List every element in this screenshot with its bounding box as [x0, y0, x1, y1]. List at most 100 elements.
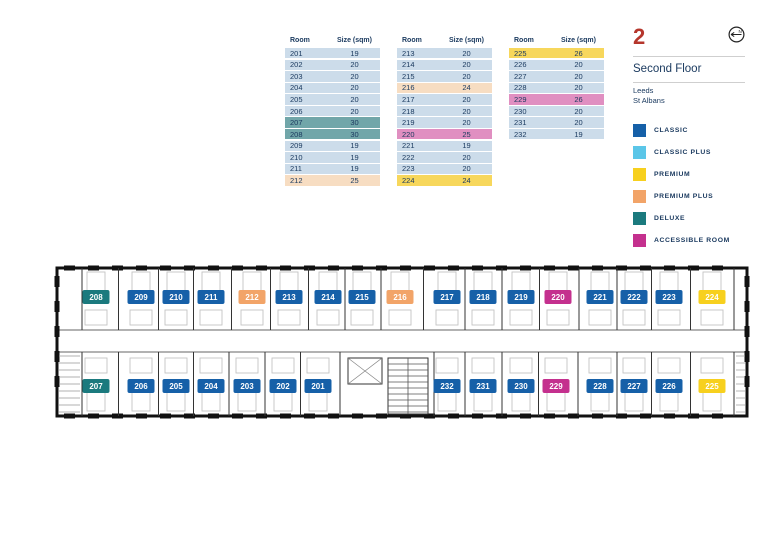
- legend-swatch: [633, 168, 646, 181]
- room-badge-number: 231: [476, 382, 490, 391]
- room-number-cell: 231: [514, 118, 527, 128]
- elevator: [347, 357, 383, 385]
- table-row: 231 20: [509, 117, 604, 128]
- room-badge-number: 228: [593, 382, 607, 391]
- room-size-cell: 19: [350, 164, 359, 174]
- room-number-cell: 206: [290, 106, 303, 116]
- room-badge: 210: [162, 290, 190, 304]
- table-row: 208 30: [285, 129, 380, 140]
- room-badge-number: 210: [169, 293, 183, 302]
- room-badge-number: 205: [169, 382, 183, 391]
- col-header-room: Room: [290, 36, 310, 44]
- table-header-row: Room Size (sqm): [509, 34, 604, 46]
- table-row: 213 20: [397, 48, 492, 59]
- room-badge: 222: [620, 290, 648, 304]
- legend-label: DELUXE: [654, 215, 686, 222]
- room-size-cell: 25: [462, 129, 471, 139]
- room-number-cell: 211: [290, 164, 302, 174]
- room-size-cell: 20: [462, 164, 471, 174]
- room-number-cell: 202: [290, 60, 303, 70]
- room-number-cell: 207: [290, 118, 303, 128]
- table-row: 202 20: [285, 59, 380, 70]
- divider: [633, 82, 745, 83]
- legend-swatch: [633, 212, 646, 225]
- room-size-cell: 19: [350, 141, 359, 151]
- room-number-cell: 218: [402, 106, 415, 116]
- room-size-cell: 20: [574, 106, 583, 116]
- room-size-cell: 20: [574, 71, 583, 81]
- room-size-cell: 20: [462, 106, 471, 116]
- table-row: 222 20: [397, 152, 492, 163]
- table-row: 229 26: [509, 94, 604, 105]
- room-number-cell: 208: [290, 129, 303, 139]
- table-row: 230 20: [509, 105, 604, 117]
- svg-text:N: N: [739, 29, 742, 34]
- room-size-cell: 26: [574, 95, 583, 104]
- table-header-row: Room Size (sqm): [397, 34, 492, 46]
- room-badge-number: 202: [276, 382, 290, 391]
- room-badge: 207: [82, 379, 110, 393]
- room-size-table: Room Size (sqm) 201 19 202 20 203 20 204 20 205 20 2…: [285, 34, 380, 187]
- room-number-cell: 221: [402, 141, 415, 151]
- table-row: 209 19: [285, 140, 380, 152]
- room-size-cell: 20: [462, 71, 471, 81]
- room-number-cell: 232: [514, 129, 527, 139]
- room-badge: 216: [386, 290, 414, 304]
- table-row: 220 25: [397, 129, 492, 140]
- room-number-cell: 225: [514, 48, 527, 58]
- room-badge: 232: [433, 379, 461, 393]
- legend-swatch: [633, 234, 646, 247]
- room-badge: 209: [127, 290, 155, 304]
- room-badge: 202: [269, 379, 297, 393]
- table-row: 204 20: [285, 82, 380, 94]
- room-badge-number: 212: [245, 293, 259, 302]
- room-badge-number: 213: [282, 293, 296, 302]
- room-size-table: Room Size (sqm) 213 20 214 20 215 20 216 24 217 20 2…: [397, 34, 492, 187]
- room-badge: 217: [433, 290, 461, 304]
- compass-icon: N: [728, 26, 745, 43]
- room-walls: [81, 268, 735, 416]
- room-badge-number: 201: [311, 382, 325, 391]
- floor-header: 2 N: [633, 26, 745, 53]
- room-size-cell: 20: [462, 118, 471, 128]
- room-badge-number: 230: [514, 382, 528, 391]
- room-badge-number: 219: [514, 293, 528, 302]
- table-row: 226 20: [509, 59, 604, 70]
- table-row: 223 20: [397, 163, 492, 175]
- room-badge-number: 227: [627, 382, 641, 391]
- room-badge-number: 211: [205, 293, 218, 302]
- table-row: 212 25: [285, 175, 380, 186]
- room-badge: 215: [348, 290, 376, 304]
- room-number-cell: 223: [402, 164, 415, 174]
- room-size-cell: 30: [350, 118, 359, 128]
- room-badge-number: 215: [355, 293, 369, 302]
- floor-name: Second Floor: [633, 63, 702, 75]
- table-row: 225 26: [509, 48, 604, 59]
- room-badge-number: 225: [705, 382, 719, 391]
- room-badge-number: 217: [440, 293, 454, 302]
- room-badge: 203: [233, 379, 261, 393]
- room-badge: 226: [655, 379, 683, 393]
- room-number-cell: 222: [402, 152, 415, 162]
- legend-label: CLASSIC: [654, 127, 689, 134]
- table-row: 203 20: [285, 71, 380, 82]
- room-tables: Room Size (sqm) 201 19 202 20 203 20 204 20 205 20 2…: [285, 34, 604, 187]
- room-badge-number: 221: [593, 293, 607, 302]
- room-number-cell: 213: [402, 48, 415, 58]
- window-wall-ticks: [54, 265, 750, 419]
- room-size-cell: 25: [350, 176, 359, 186]
- room-badge-number: 203: [240, 382, 254, 391]
- table-row: 206 20: [285, 105, 380, 117]
- room-badge-number: 229: [549, 382, 563, 391]
- end-stair-zones: [59, 355, 745, 413]
- room-badge: 218: [469, 290, 497, 304]
- room-size-cell: 24: [462, 176, 471, 186]
- floor-plan: 208 209 210 211 212 213 214 215 216 217 218 219 220 2…: [54, 265, 750, 419]
- table-row: 217 20: [397, 94, 492, 105]
- room-badge-number: 209: [134, 293, 148, 302]
- legend-item: PREMIUM PLUS: [633, 190, 745, 203]
- room-badge-number: 216: [393, 293, 407, 302]
- room-size-cell: 20: [574, 83, 583, 93]
- table-row: 219 20: [397, 117, 492, 128]
